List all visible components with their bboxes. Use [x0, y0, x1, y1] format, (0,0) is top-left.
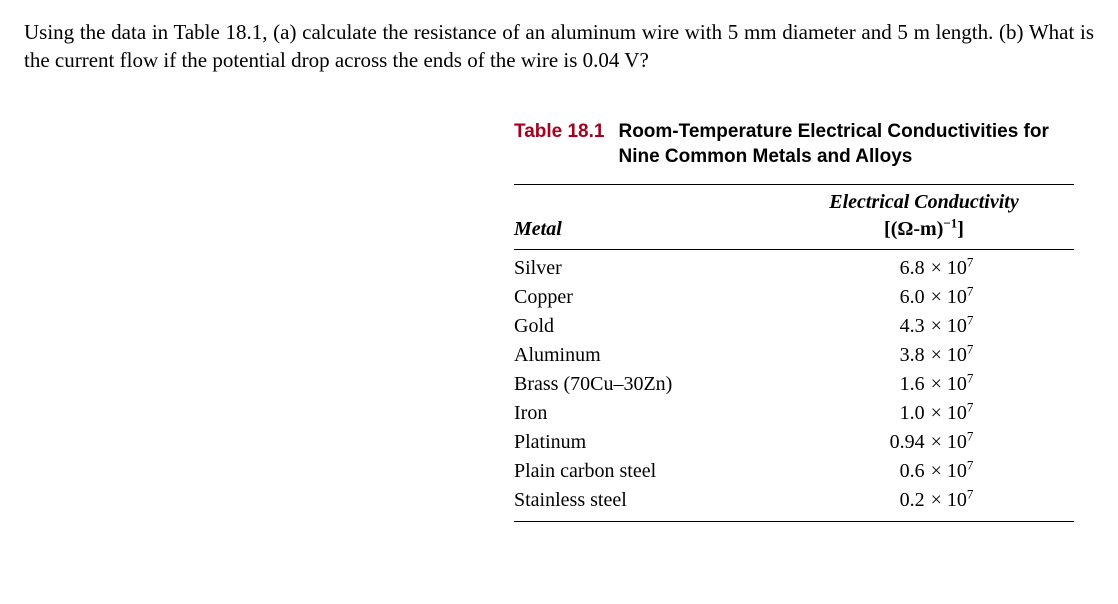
value-times-ten: × 107 [925, 428, 974, 457]
table-row: Gold4.3× 107 [514, 312, 1074, 341]
table-row: Silver6.8× 107 [514, 254, 1074, 283]
conductivity-value: 1.0× 107 [774, 399, 1074, 428]
value-times-ten: × 107 [925, 399, 974, 428]
unit-suffix: ] [957, 218, 964, 240]
value-coefficient: 4.3 [875, 312, 925, 341]
metal-name: Plain carbon steel [514, 457, 774, 486]
table-row: Stainless steel0.2× 107 [514, 486, 1074, 515]
value-times-ten: × 107 [925, 254, 974, 283]
table-header-row: Metal Electrical Conductivity [(Ω-m)−1] [514, 185, 1074, 249]
unit-exponent: −1 [943, 215, 957, 230]
unit-prefix: [(Ω-m) [884, 218, 943, 240]
col-header-conductivity-unit: [(Ω-m)−1] [774, 216, 1074, 243]
table-row: Copper6.0× 107 [514, 283, 1074, 312]
conductivity-value: 3.8× 107 [774, 341, 1074, 370]
table-row: Plain carbon steel0.6× 107 [514, 457, 1074, 486]
value-times-ten: × 107 [925, 283, 974, 312]
col-header-metal: Metal [514, 216, 774, 243]
table-body: Silver6.8× 107Copper6.0× 107Gold4.3× 107… [514, 250, 1074, 521]
metal-name: Silver [514, 254, 774, 283]
value-times-ten: × 107 [925, 457, 974, 486]
col-header-conductivity-line1: Electrical Conductivity [774, 189, 1074, 216]
table-rule-bottom [514, 521, 1074, 522]
value-coefficient: 1.0 [875, 399, 925, 428]
value-coefficient: 6.0 [875, 283, 925, 312]
table-row: Brass (70Cu–30Zn)1.6× 107 [514, 370, 1074, 399]
table-label: Table 18.1 [514, 119, 618, 170]
value-times-ten: × 107 [925, 370, 974, 399]
value-times-ten: × 107 [925, 312, 974, 341]
metal-name: Iron [514, 399, 774, 428]
value-coefficient: 6.8 [875, 254, 925, 283]
col-header-conductivity: Electrical Conductivity [(Ω-m)−1] [774, 189, 1074, 243]
question-text: Using the data in Table 18.1, (a) calcul… [24, 18, 1094, 75]
conductivity-value: 6.8× 107 [774, 254, 1074, 283]
table-caption: Table 18.1 Room-Temperature Electrical C… [514, 119, 1074, 170]
value-times-ten: × 107 [925, 341, 974, 370]
value-coefficient: 0.2 [875, 486, 925, 515]
metal-name: Gold [514, 312, 774, 341]
metal-name: Stainless steel [514, 486, 774, 515]
conductivity-value: 6.0× 107 [774, 283, 1074, 312]
table-row: Iron1.0× 107 [514, 399, 1074, 428]
conductivity-value: 0.6× 107 [774, 457, 1074, 486]
value-coefficient: 3.8 [875, 341, 925, 370]
conductivity-table: Table 18.1 Room-Temperature Electrical C… [514, 119, 1074, 522]
value-coefficient: 0.6 [875, 457, 925, 486]
table-row: Platinum0.94× 107 [514, 428, 1074, 457]
conductivity-value: 0.94× 107 [774, 428, 1074, 457]
conductivity-value: 0.2× 107 [774, 486, 1074, 515]
metal-name: Aluminum [514, 341, 774, 370]
value-times-ten: × 107 [925, 486, 974, 515]
metal-name: Brass (70Cu–30Zn) [514, 370, 774, 399]
metal-name: Platinum [514, 428, 774, 457]
conductivity-value: 1.6× 107 [774, 370, 1074, 399]
table-title: Room-Temperature Electrical Conductiviti… [618, 119, 1074, 170]
metal-name: Copper [514, 283, 774, 312]
value-coefficient: 1.6 [875, 370, 925, 399]
value-coefficient: 0.94 [875, 428, 925, 457]
table-row: Aluminum3.8× 107 [514, 341, 1074, 370]
conductivity-value: 4.3× 107 [774, 312, 1074, 341]
